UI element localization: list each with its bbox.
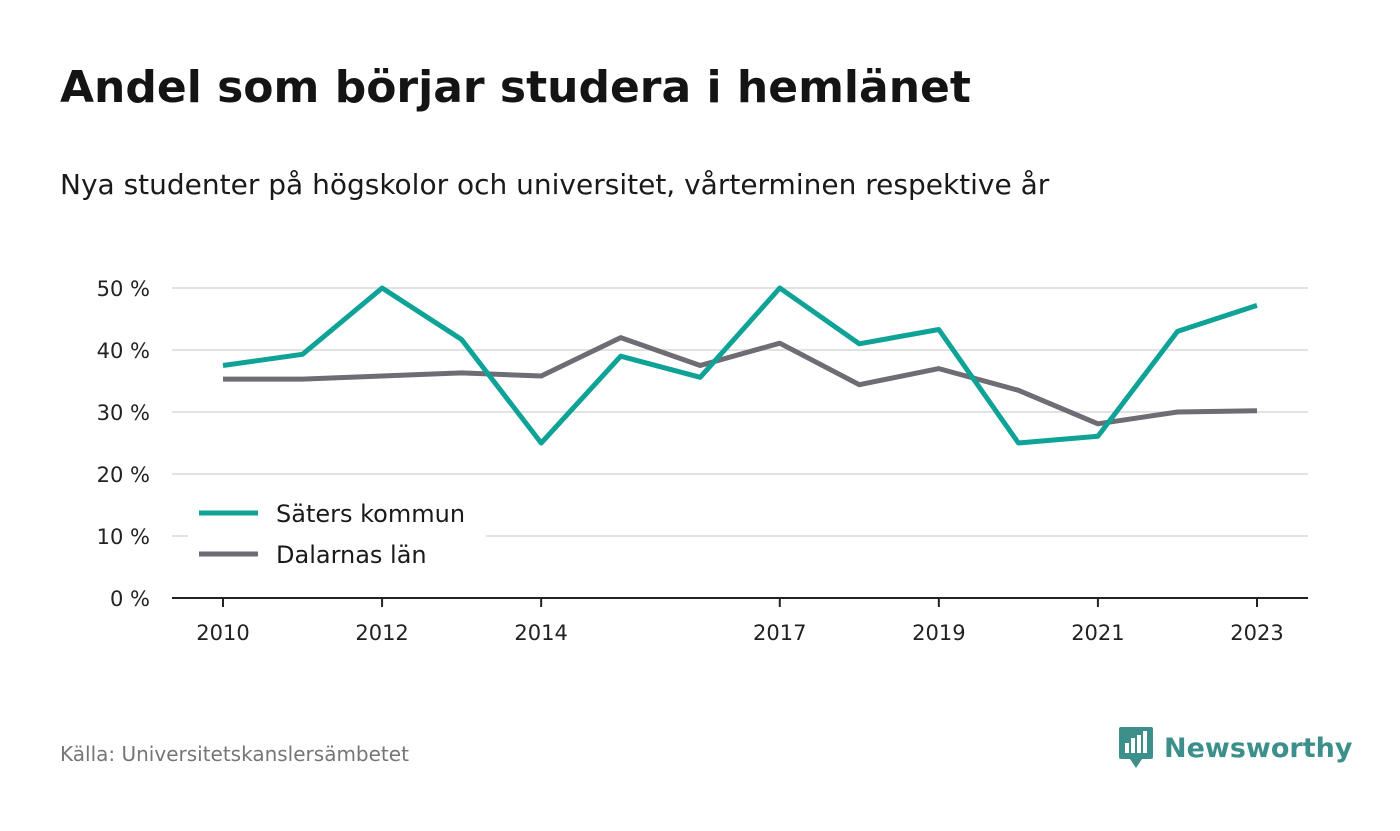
legend: Säters kommun Dalarnas län	[188, 492, 486, 578]
y-axis-ticks: 0 % 10 % 20 % 30 % 40 % 50 %	[97, 277, 150, 611]
legend-label: Säters kommun	[276, 500, 465, 528]
y-tick-label: 20 %	[97, 463, 150, 487]
series-line	[223, 335, 1258, 427]
x-axis: 2010 2012 2014 2017 2019 2021 2023	[172, 597, 1308, 645]
brand-name: Newsworthy	[1164, 732, 1353, 764]
y-tick-label: 30 %	[97, 401, 150, 425]
y-tick-label: 0 %	[110, 587, 150, 611]
legend-label: Dalarnas län	[276, 541, 427, 569]
y-tick-label: 10 %	[97, 525, 150, 549]
source-note: Källa: Universitetskanslersämbetet	[60, 742, 409, 766]
x-tick-label: 2014	[514, 621, 567, 645]
x-tick-label: 2023	[1230, 621, 1283, 645]
legend-background	[188, 492, 486, 578]
x-tick-label: 2012	[355, 621, 408, 645]
x-tick-label: 2021	[1071, 621, 1124, 645]
series-line	[222, 285, 1258, 446]
line-chart: 0 % 10 % 20 % 30 % 40 % 50 % 2010 2012 2014 2017…	[97, 277, 1308, 645]
chart-title: Andel som börjar studera i hemlänet	[60, 62, 971, 113]
x-tick-label: 2010	[196, 621, 249, 645]
y-tick-label: 40 %	[97, 339, 150, 363]
newsworthy-logo-icon	[1119, 727, 1153, 768]
chart-subtitle: Nya studenter på högskolor och universit…	[60, 168, 1050, 201]
x-tick-label: 2017	[753, 621, 806, 645]
brand-logo: Newsworthy	[1118, 726, 1352, 770]
x-tick-label: 2019	[912, 621, 965, 645]
y-tick-label: 50 %	[97, 277, 150, 301]
series-lines	[222, 285, 1258, 446]
